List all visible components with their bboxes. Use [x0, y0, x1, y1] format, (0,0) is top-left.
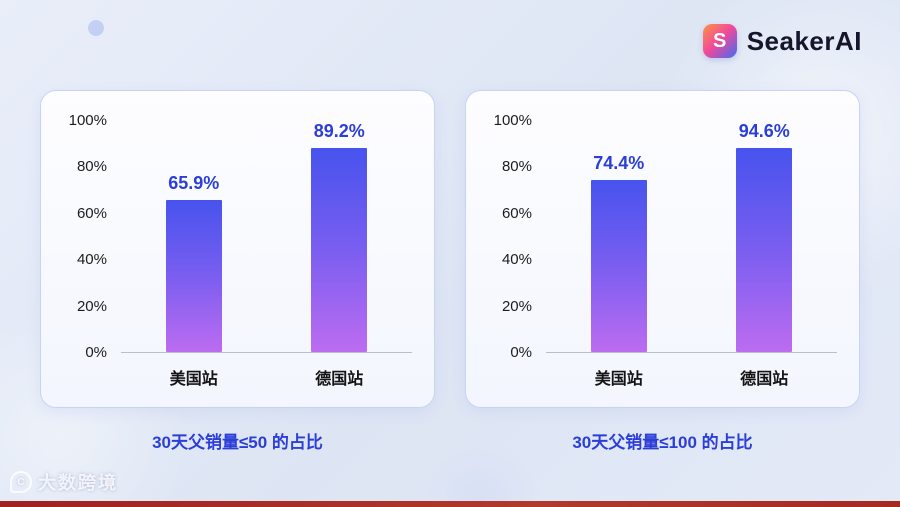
watermark-text: 大数跨境 [38, 473, 118, 493]
bar-value-label: 94.6% [738, 121, 790, 141]
x-label-us: 美国站 [594, 371, 643, 388]
bar-group-us: 65.9% [121, 121, 267, 352]
bar-us [590, 180, 647, 352]
y-tick: 40% [501, 251, 532, 269]
x-label-de: 德国站 [315, 371, 364, 388]
y-tick: 100% [493, 112, 532, 129]
bar-chart-card-sales-50: 100% 80% 60% 40% 20% 0% 65.9% 89.2% [40, 90, 435, 408]
bar-chart-card-sales-100: 100% 80% 60% 40% 20% 0% 74.4% 94.6% [465, 90, 860, 408]
brand-name: SeakerAI [746, 25, 862, 56]
y-tick: 100% [68, 112, 107, 129]
chart-caption-sales-50: 30天父销量≤50 的占比 [152, 433, 323, 452]
brand-header: S SeakerAI [702, 24, 862, 58]
bar-group-de: 89.2% [267, 121, 413, 352]
x-axis-labels: 美国站 德国站 [546, 365, 837, 389]
x-label-de: 德国站 [740, 371, 789, 388]
y-axis: 100% 80% 60% 40% 20% 0% [63, 112, 121, 361]
bar-de [736, 148, 793, 352]
y-tick: 0% [85, 343, 107, 361]
seakerai-logo-icon: S [702, 24, 737, 58]
y-tick: 20% [501, 297, 532, 315]
decor-dot [88, 20, 104, 36]
watermark-icon: C [10, 471, 32, 493]
bar-group-de: 94.6% [692, 121, 838, 352]
y-tick: 80% [76, 158, 107, 176]
bar-value-label: 65.9% [168, 172, 220, 193]
y-tick: 20% [76, 297, 107, 315]
charts-row: 100% 80% 60% 40% 20% 0% 65.9% 89.2% [40, 90, 860, 453]
y-axis: 100% 80% 60% 40% 20% 0% [488, 112, 546, 361]
bar-group-us: 74.4% [546, 121, 692, 352]
watermark: C 大数跨境 [10, 469, 118, 495]
y-tick: 60% [76, 204, 107, 222]
bar-value-label: 89.2% [313, 121, 365, 141]
bar-us [165, 199, 222, 352]
y-tick: 60% [501, 204, 532, 222]
y-tick: 80% [501, 158, 532, 176]
bar-value-label: 74.4% [593, 153, 645, 174]
x-label-us: 美国站 [169, 371, 218, 388]
x-axis-labels: 美国站 德国站 [121, 365, 412, 389]
plot-area: 65.9% 89.2% [121, 121, 412, 353]
bottom-strip [0, 501, 900, 507]
y-tick: 40% [76, 251, 107, 269]
bar-de [311, 148, 368, 352]
chart-column-sales-100: 100% 80% 60% 40% 20% 0% 74.4% 94.6% [465, 90, 860, 453]
chart-caption-sales-100: 30天父销量≤100 的占比 [572, 433, 753, 452]
chart-column-sales-50: 100% 80% 60% 40% 20% 0% 65.9% 89.2% [40, 90, 435, 453]
y-tick: 0% [510, 343, 532, 361]
plot-area: 74.4% 94.6% [546, 121, 837, 353]
